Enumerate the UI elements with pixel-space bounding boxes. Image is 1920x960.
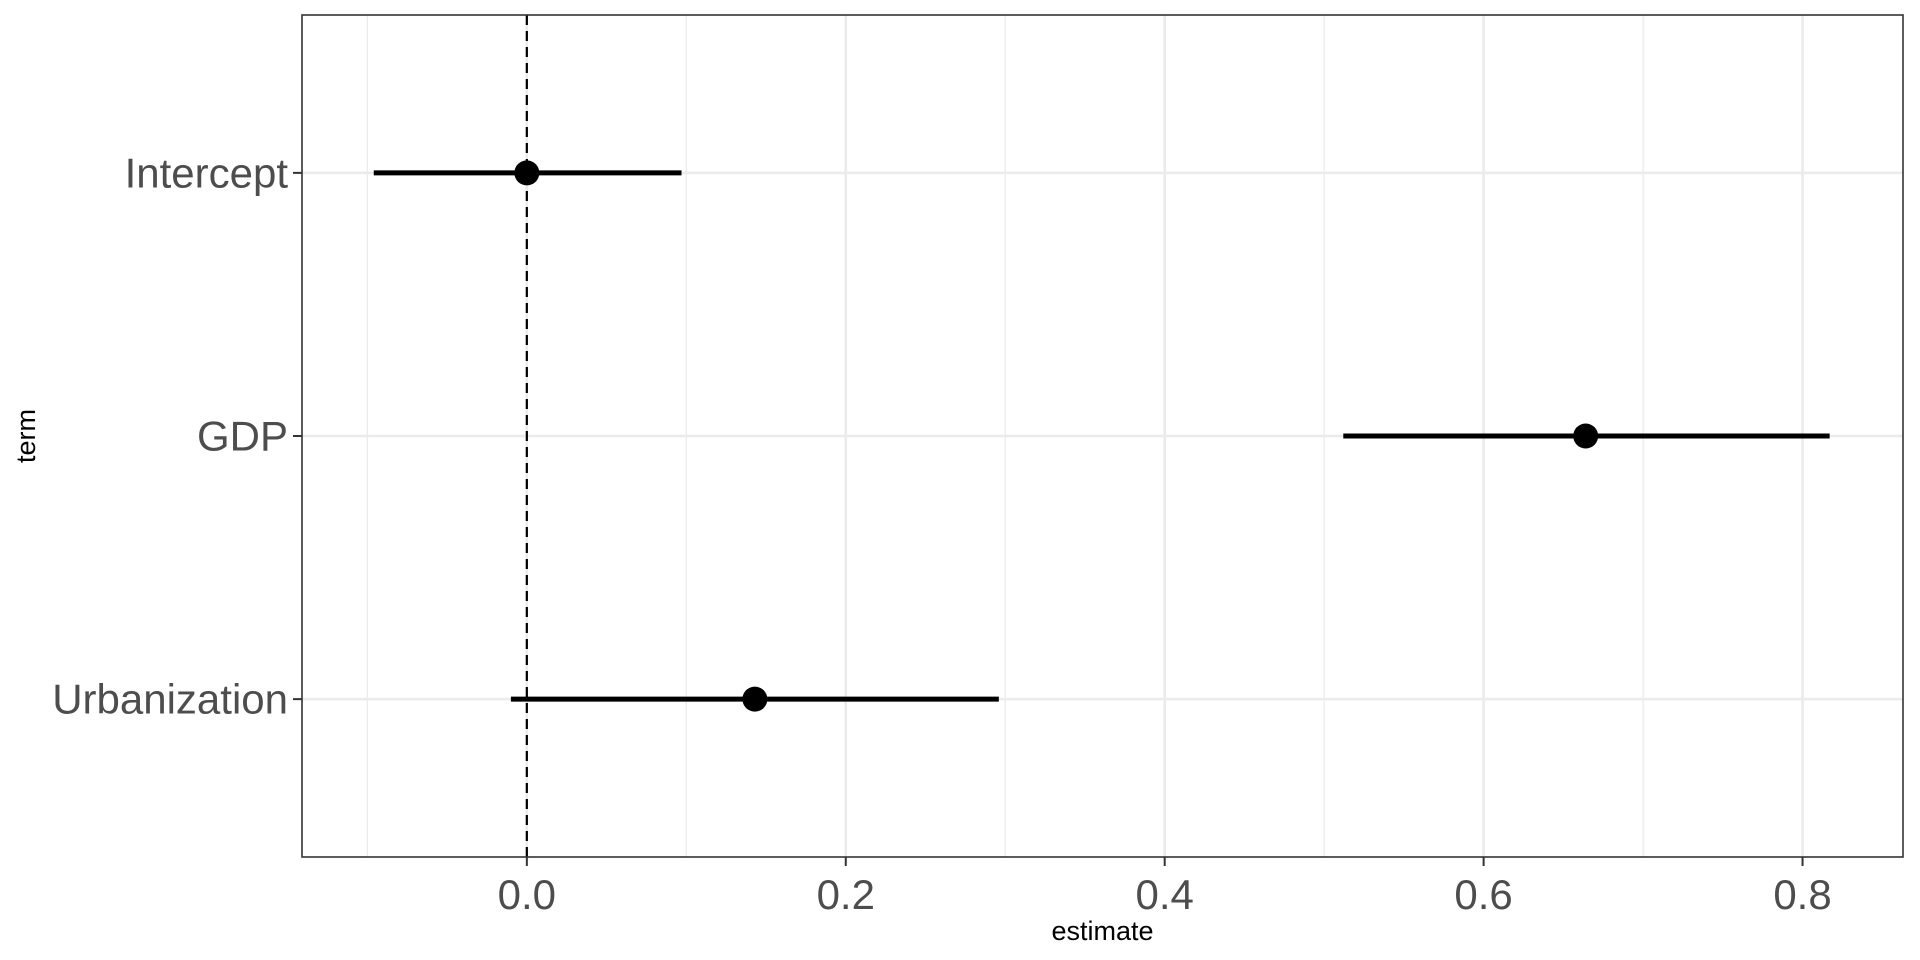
y-axis-title: term xyxy=(11,409,41,463)
x-tick-label: 0.0 xyxy=(498,871,556,918)
x-tick-label: 0.2 xyxy=(817,871,875,918)
point-estimate xyxy=(514,160,540,186)
x-tick-label: 0.8 xyxy=(1773,871,1831,918)
x-axis: 0.0 0.2 0.4 0.6 0.8 xyxy=(498,857,1832,918)
x-tick-label: 0.4 xyxy=(1135,871,1193,918)
point-estimates xyxy=(514,160,1599,712)
y-tick-label: Intercept xyxy=(125,149,289,196)
x-axis-title: estimate xyxy=(1051,916,1153,946)
x-tick-label: 0.6 xyxy=(1454,871,1512,918)
y-axis: Intercept GDP Urbanization xyxy=(52,149,302,723)
y-tick-label: GDP xyxy=(197,413,288,460)
point-estimate xyxy=(1573,423,1599,449)
point-estimate xyxy=(742,686,768,712)
y-tick-label: Urbanization xyxy=(52,676,288,723)
